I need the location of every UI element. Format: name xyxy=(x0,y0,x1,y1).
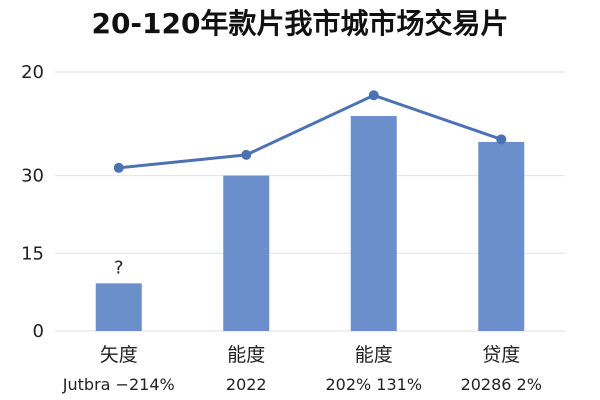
line-path xyxy=(118,93,502,170)
line-series xyxy=(113,90,507,173)
bar xyxy=(478,141,525,331)
x-sub-label: 2022 xyxy=(226,375,267,394)
y-tick-label: 30 xyxy=(21,166,44,187)
bar xyxy=(95,283,142,331)
line-point xyxy=(113,162,124,173)
annotations: ? xyxy=(114,257,124,278)
bar-series xyxy=(95,116,525,331)
x-tick-label: 能度 xyxy=(355,344,393,366)
y-tick-label: 15 xyxy=(21,243,44,264)
y-tick-label: 20 xyxy=(21,62,44,83)
bar xyxy=(350,116,397,331)
line-point xyxy=(368,90,379,101)
x-sub-label: 202% 131% xyxy=(325,375,422,394)
x-tick-label: 矢度 xyxy=(100,344,138,366)
x-tick-label: 能度 xyxy=(227,344,265,366)
line-point xyxy=(241,149,252,160)
category-sublabels: Jutbra −214% 2022 202% 131% 20286 2% xyxy=(62,375,542,394)
x-tick-label: 贷度 xyxy=(482,344,520,366)
bar xyxy=(223,175,270,331)
chart-title: 20-120年款片我市城市场交易片 xyxy=(91,7,508,40)
category-labels: 矢度 能度 能度 贷度 xyxy=(100,344,521,366)
y-tick-label: 0 xyxy=(33,321,44,342)
x-sub-label: 20286 2% xyxy=(461,375,542,394)
bar-annotation: ? xyxy=(114,257,124,278)
y-tick-labels: 20 30 15 0 xyxy=(21,62,44,342)
x-sub-label: Jutbra −214% xyxy=(62,375,175,394)
line-point xyxy=(496,134,507,145)
